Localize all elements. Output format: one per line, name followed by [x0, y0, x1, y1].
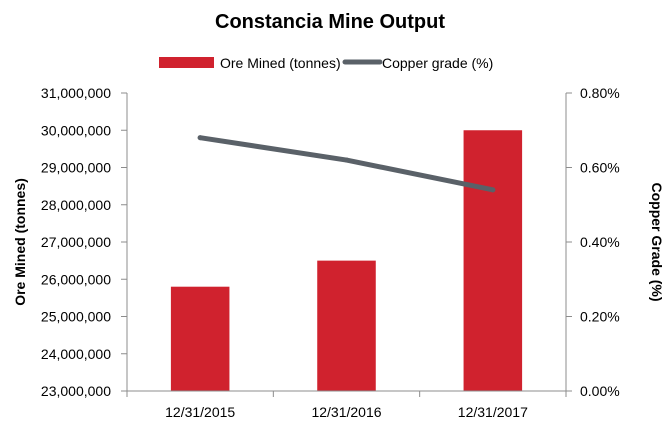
- left-tick-label: 29,000,000: [41, 160, 111, 176]
- bar-2: [317, 260, 376, 391]
- copper-grade-point-2: [344, 157, 349, 163]
- left-tick-label: 26,000,000: [41, 271, 111, 287]
- right-axis-title: Copper Grade (%): [649, 182, 665, 301]
- legend-swatch-ore-mined: [159, 57, 214, 68]
- legend: Ore Mined (tonnes) Copper grade (%): [159, 55, 493, 71]
- copper-grade-point-1: [197, 135, 203, 141]
- chart-title: Constancia Mine Output: [215, 11, 445, 33]
- left-tick-label: 25,000,000: [41, 309, 111, 325]
- legend-label-copper-grade: Copper grade (%): [382, 55, 493, 71]
- legend-label-ore-mined: Ore Mined (tonnes): [220, 55, 341, 71]
- left-tick-label: 30,000,000: [41, 122, 111, 138]
- copper-grade-line: [197, 135, 496, 193]
- x-tick-label: 12/31/2017: [458, 404, 528, 420]
- right-tick-label: 0.80%: [580, 85, 620, 101]
- right-tick-label: 0.00%: [580, 383, 620, 399]
- bar-3: [463, 130, 523, 391]
- plot-area: 23,000,000 24,000,000 25,000,000 26,000,000…: [41, 85, 620, 420]
- right-tick-label: 0.60%: [580, 160, 620, 176]
- copper-grade-point-3: [490, 187, 496, 193]
- x-tick-label: 12/31/2015: [165, 404, 235, 420]
- left-tick-label: 23,000,000: [41, 383, 111, 399]
- left-tick-label: 27,000,000: [41, 234, 111, 250]
- x-tick-label: 12/31/2016: [311, 404, 381, 420]
- left-tick-label: 28,000,000: [41, 197, 111, 213]
- bar-1: [170, 286, 230, 391]
- left-tick-label: 24,000,000: [41, 346, 111, 362]
- right-tick-label: 0.40%: [580, 234, 620, 250]
- left-tick-label: 31,000,000: [41, 85, 111, 101]
- right-tick-label: 0.20%: [580, 309, 620, 325]
- left-axis-title: Ore Mined (tonnes): [12, 178, 28, 306]
